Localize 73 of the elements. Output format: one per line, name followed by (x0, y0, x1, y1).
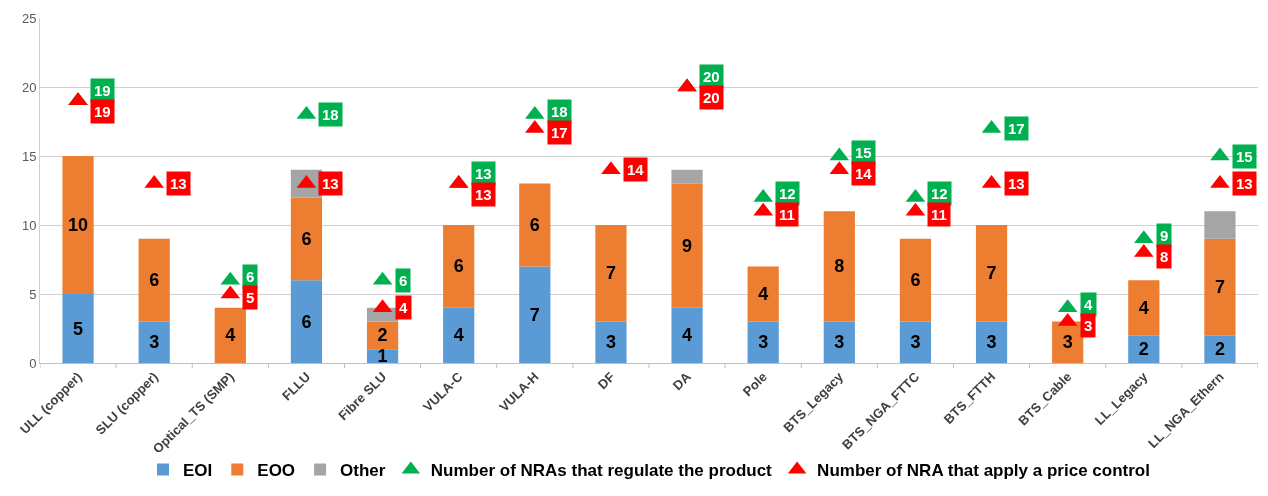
data-label: 20 (703, 89, 720, 106)
data-label: 13 (1236, 175, 1253, 192)
data-label: 13 (475, 165, 492, 182)
data-label: 4 (399, 299, 408, 316)
data-label: 17 (551, 124, 568, 141)
y-tick-label: 20 (21, 79, 37, 95)
y-tick-label: 10 (21, 217, 37, 233)
data-label: 4 (1084, 296, 1093, 313)
data-label: 14 (627, 161, 645, 178)
data-label: 4 (1138, 297, 1149, 318)
y-tick-label: 25 (21, 10, 37, 26)
data-label: 12 (931, 185, 948, 202)
data-label: 3 (910, 332, 921, 353)
y-tick-label: 15 (21, 148, 37, 164)
legend-label: Number of NRAs that regulate the product (430, 461, 773, 481)
legend-label: Number of NRA that apply a price control (817, 461, 1150, 481)
data-label: 3 (834, 332, 845, 353)
data-label: 5 (73, 318, 84, 339)
data-label: 6 (149, 270, 160, 291)
data-label: 2 (377, 325, 388, 346)
data-label: 6 (399, 272, 408, 289)
data-label: 14 (855, 165, 873, 182)
data-label: 10 (68, 215, 89, 235)
x-tick-label: DA (669, 368, 695, 394)
data-label: 6 (301, 228, 312, 249)
legend-label: EOO (257, 461, 296, 481)
legend-label: EOI (183, 461, 213, 481)
data-label: 11 (779, 206, 795, 223)
data-label: 6 (301, 311, 312, 332)
data-label: 3 (986, 332, 997, 353)
data-label: 17 (1008, 120, 1025, 137)
data-label: 6 (246, 268, 255, 285)
data-label: 13 (475, 186, 492, 203)
data-label: 4 (758, 284, 769, 304)
data-label: 12 (779, 185, 796, 202)
data-label: 13 (170, 175, 187, 192)
data-label: 18 (322, 106, 339, 123)
data-label: 15 (855, 144, 872, 161)
data-label: 2 (1138, 339, 1149, 360)
y-tick-label: 0 (29, 355, 37, 371)
data-label: 5 (246, 289, 255, 306)
data-label: 19 (94, 103, 111, 120)
data-label: 13 (322, 175, 339, 192)
data-label: 8 (834, 256, 845, 277)
x-tick-label: DF (594, 369, 618, 393)
data-label: 13 (1008, 175, 1025, 192)
data-label: 8 (1160, 248, 1169, 265)
data-label: 3 (1062, 332, 1073, 353)
legend-label: Other (340, 461, 386, 481)
data-label: 3 (1084, 317, 1093, 334)
data-label: 11 (931, 206, 947, 223)
data-label: 3 (758, 332, 769, 353)
data-label: 4 (225, 325, 236, 346)
data-label: 6 (453, 256, 464, 277)
data-label: 7 (986, 263, 997, 284)
data-label: 18 (551, 103, 568, 120)
data-label: 3 (605, 332, 616, 353)
data-label: 4 (453, 325, 464, 346)
data-label: 9 (1160, 227, 1169, 244)
data-label: 3 (149, 332, 160, 353)
data-label: 20 (703, 68, 720, 85)
data-label: 9 (682, 235, 693, 256)
y-tick-label: 5 (29, 286, 37, 302)
data-label: 7 (605, 263, 616, 284)
data-label: 2 (1214, 339, 1225, 360)
data-label: 19 (94, 82, 111, 99)
data-label: 4 (682, 325, 693, 346)
data-label: 7 (1214, 277, 1225, 298)
data-label: 1 (377, 346, 388, 367)
data-label: 6 (529, 215, 540, 235)
data-label: 15 (1236, 148, 1253, 165)
data-label: 6 (910, 270, 921, 291)
data-label: 7 (529, 304, 540, 325)
